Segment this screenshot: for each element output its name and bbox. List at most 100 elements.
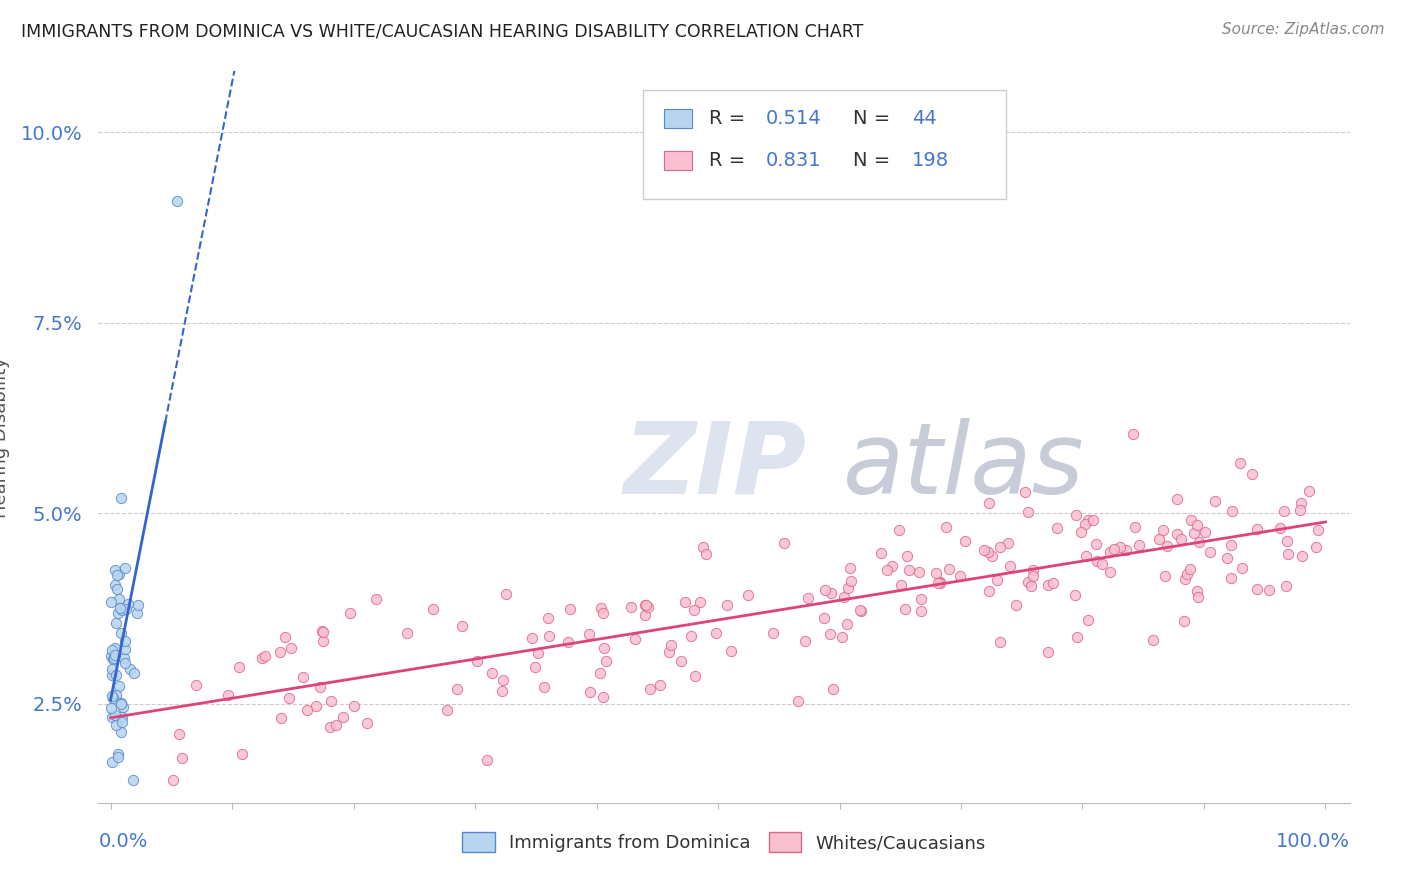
- Point: [634, 607, 657, 622]
- Point: [1081, 513, 1104, 527]
- Point: [973, 543, 995, 558]
- Point: [162, 772, 184, 787]
- Point: [837, 581, 859, 595]
- Point: [1180, 513, 1202, 527]
- Point: [103, 650, 125, 665]
- Point: [101, 691, 124, 706]
- Point: [896, 549, 918, 564]
- Point: [536, 611, 558, 625]
- Point: [1219, 571, 1241, 585]
- Point: [538, 629, 561, 643]
- Point: [172, 751, 194, 765]
- Text: Source: ZipAtlas.com: Source: ZipAtlas.com: [1222, 22, 1385, 37]
- Point: [620, 600, 643, 615]
- Point: [589, 666, 612, 681]
- Point: [104, 688, 127, 702]
- Point: [495, 587, 517, 601]
- Point: [1173, 614, 1195, 628]
- Text: N =: N =: [853, 151, 897, 170]
- Point: [1216, 550, 1239, 565]
- Point: [1166, 527, 1188, 541]
- Point: [928, 575, 950, 590]
- Point: [1022, 569, 1045, 583]
- Point: [110, 697, 132, 711]
- Point: [988, 541, 1011, 555]
- Point: [1156, 539, 1178, 553]
- Point: [122, 666, 145, 681]
- Point: [100, 594, 122, 608]
- Point: [1077, 614, 1099, 628]
- Point: [887, 523, 910, 537]
- Point: [1240, 467, 1263, 481]
- Point: [1306, 523, 1329, 537]
- Point: [839, 574, 862, 589]
- Point: [821, 681, 844, 696]
- Point: [1109, 540, 1132, 554]
- Point: [796, 591, 818, 605]
- Point: [1064, 588, 1087, 602]
- Point: [1085, 554, 1108, 568]
- Point: [104, 563, 127, 577]
- Point: [925, 566, 948, 580]
- Point: [637, 599, 659, 614]
- Point: [640, 681, 662, 696]
- Point: [592, 606, 614, 620]
- Point: [1147, 532, 1170, 546]
- Text: R =: R =: [709, 110, 752, 128]
- Text: atlas: atlas: [844, 417, 1084, 515]
- Point: [450, 618, 472, 632]
- Text: 198: 198: [911, 151, 949, 170]
- Point: [114, 656, 136, 670]
- Point: [104, 641, 127, 656]
- Point: [250, 651, 273, 665]
- Point: [100, 649, 122, 664]
- Point: [910, 604, 932, 618]
- Point: [522, 631, 544, 645]
- Point: [1246, 522, 1268, 536]
- Point: [849, 604, 872, 618]
- Point: [111, 710, 134, 724]
- Point: [720, 644, 742, 658]
- Point: [1185, 583, 1208, 598]
- Point: [592, 690, 614, 705]
- Point: [1122, 427, 1144, 442]
- Point: [1270, 521, 1292, 535]
- Point: [669, 654, 692, 668]
- Point: [1188, 535, 1211, 549]
- FancyBboxPatch shape: [664, 151, 692, 170]
- Point: [339, 606, 361, 620]
- Point: [295, 703, 318, 717]
- Point: [1291, 549, 1313, 563]
- Point: [117, 597, 139, 611]
- Point: [695, 547, 717, 561]
- Point: [104, 578, 127, 592]
- Point: [977, 496, 1000, 510]
- Point: [364, 591, 387, 606]
- Text: 0.514: 0.514: [765, 110, 821, 128]
- Point: [988, 635, 1011, 649]
- Point: [114, 561, 136, 575]
- Point: [1298, 483, 1320, 498]
- Point: [108, 592, 131, 607]
- Point: [636, 598, 658, 612]
- Point: [1194, 524, 1216, 539]
- Point: [834, 590, 856, 604]
- Point: [1170, 533, 1192, 547]
- Text: N =: N =: [853, 110, 897, 128]
- Point: [125, 607, 148, 621]
- Point: [814, 583, 837, 598]
- Point: [1077, 513, 1099, 527]
- Point: [1099, 566, 1122, 580]
- Point: [1115, 543, 1137, 558]
- Point: [634, 598, 657, 612]
- Point: [1220, 504, 1243, 518]
- Point: [396, 625, 419, 640]
- Point: [436, 703, 458, 717]
- Point: [467, 654, 489, 668]
- Point: [659, 638, 682, 652]
- Point: [100, 700, 122, 714]
- Point: [104, 708, 127, 723]
- Point: [101, 668, 124, 682]
- Point: [820, 586, 842, 600]
- Point: [578, 627, 600, 641]
